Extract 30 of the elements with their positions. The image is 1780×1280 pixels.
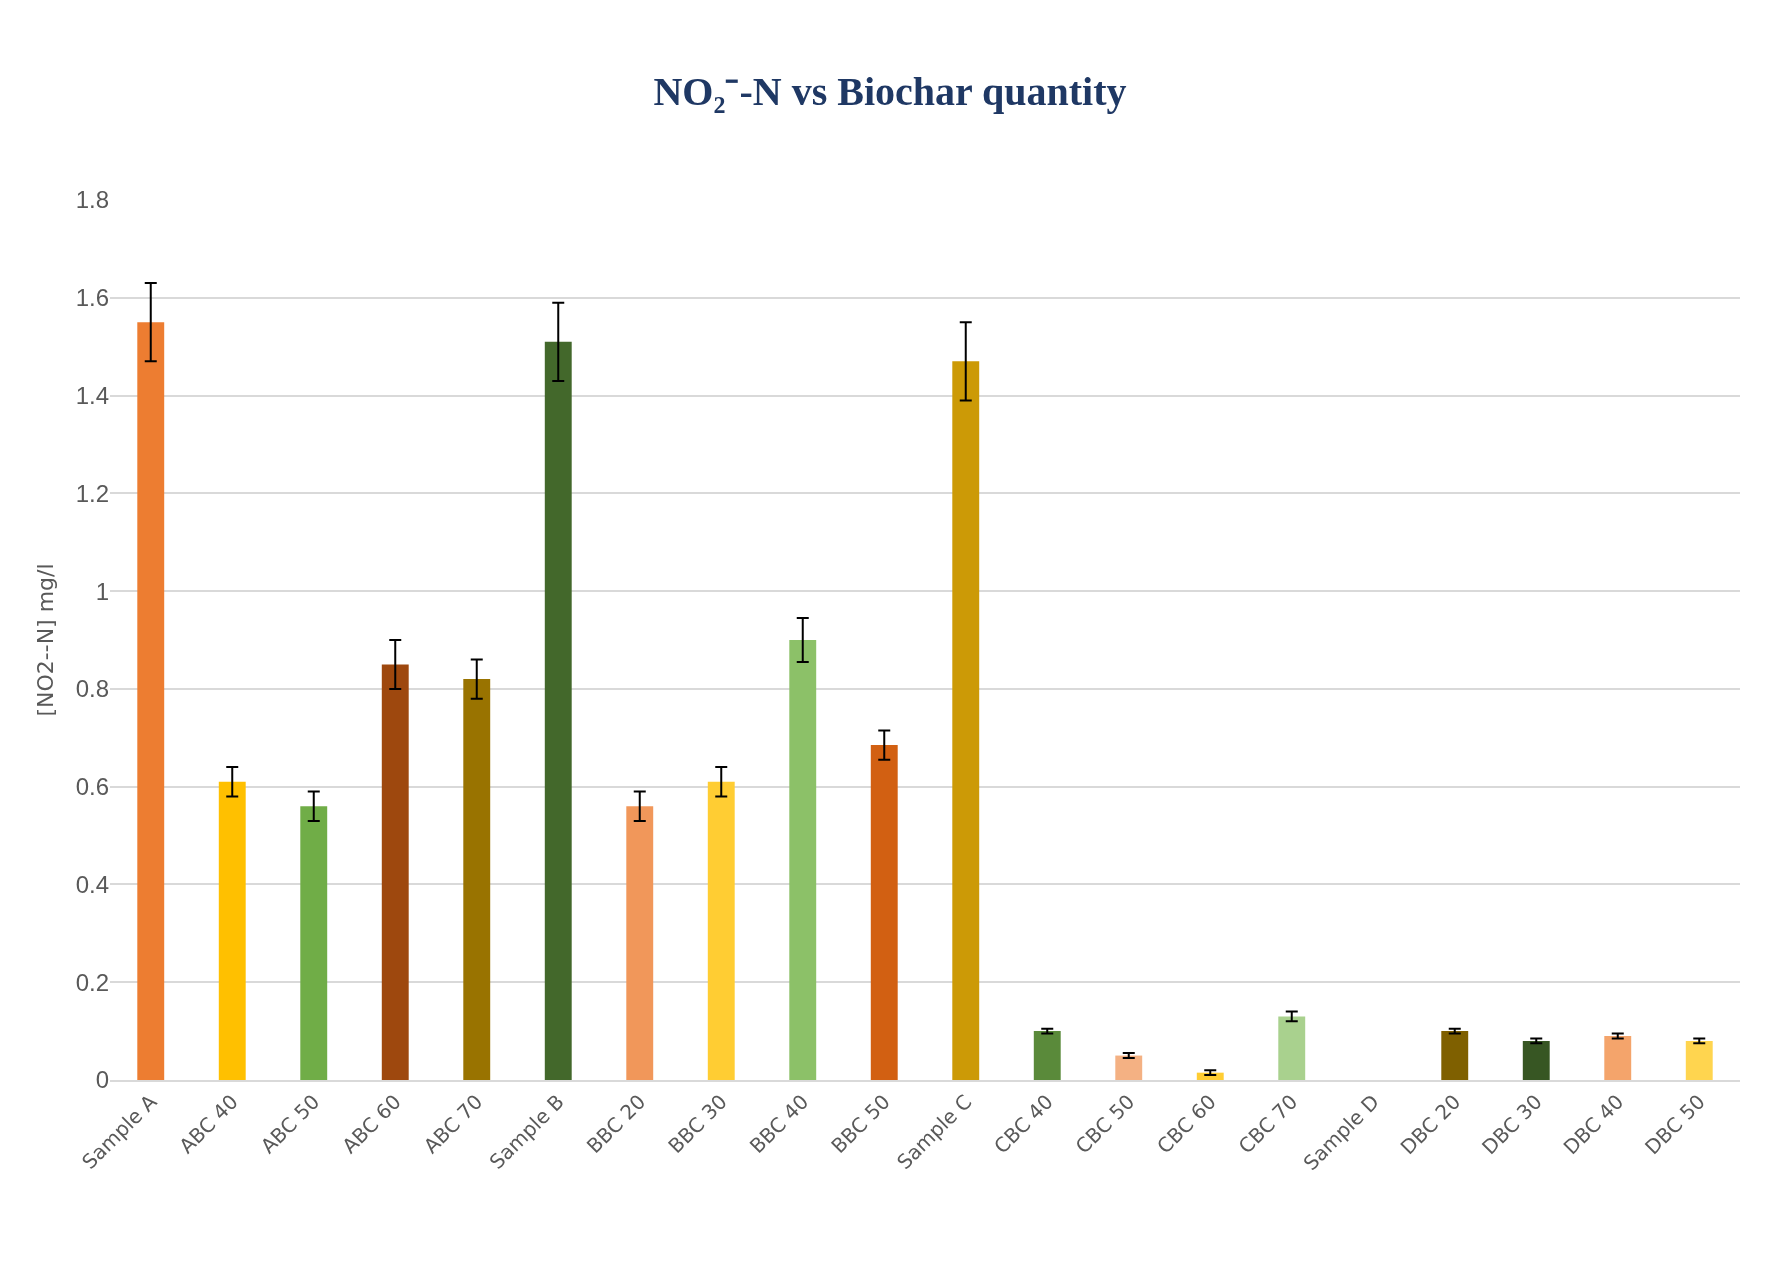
bar — [137, 322, 165, 1080]
bar — [544, 341, 572, 1080]
y-tick-label: 1.4 — [75, 381, 109, 409]
bar — [1033, 1031, 1061, 1080]
bar — [300, 806, 328, 1080]
y-tick-label: 1.2 — [75, 479, 109, 507]
y-tick-label: 0.8 — [75, 675, 109, 703]
bar — [1441, 1031, 1469, 1080]
bar — [789, 640, 817, 1080]
y-tick-label: 0.2 — [75, 968, 109, 996]
bar — [1604, 1036, 1632, 1080]
bar — [1278, 1016, 1306, 1080]
bar — [381, 664, 409, 1080]
chart-title: NO₂⁻-N vs Biochar quantity — [653, 68, 1127, 114]
bar — [1115, 1055, 1143, 1080]
y-axis-title: [NO2--N] mg/l — [33, 563, 59, 717]
bar — [707, 781, 735, 1080]
bar — [1685, 1040, 1713, 1080]
y-tick-label: 0 — [95, 1066, 109, 1094]
bar — [952, 361, 980, 1080]
y-tick-label: 1.8 — [75, 186, 109, 214]
bar — [626, 806, 654, 1080]
y-tick-label: 1 — [95, 577, 109, 605]
bar — [1522, 1040, 1550, 1080]
bar — [463, 679, 491, 1080]
bar — [870, 745, 898, 1080]
y-tick-label: 0.6 — [75, 773, 109, 801]
bar — [218, 781, 246, 1080]
y-tick-label: 1.6 — [75, 284, 109, 312]
y-tick-label: 0.4 — [75, 870, 109, 898]
